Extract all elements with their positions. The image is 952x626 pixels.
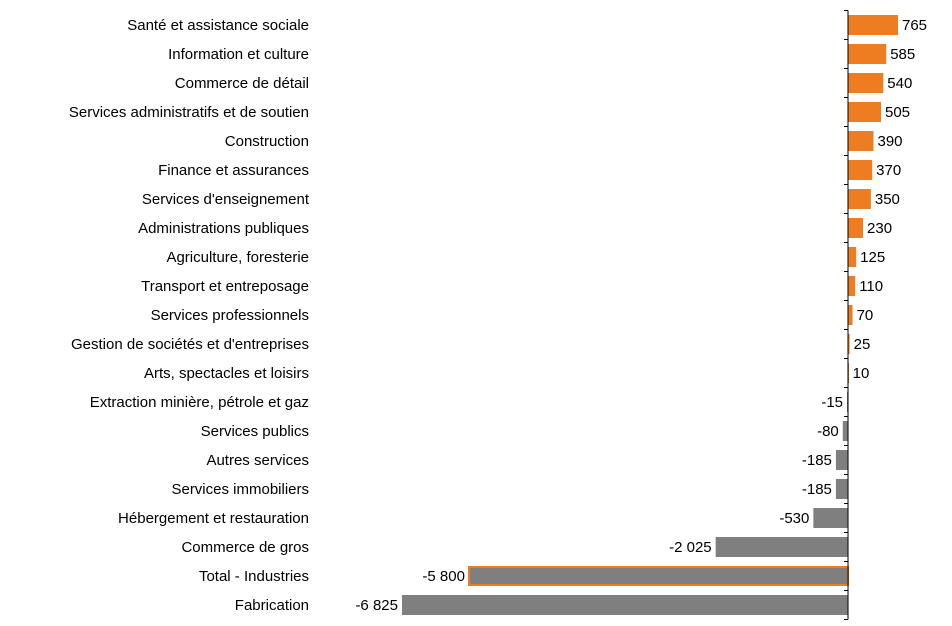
category-label: Autres services [206, 452, 309, 469]
value-label: 765 [902, 17, 927, 34]
bar [848, 334, 850, 354]
value-label: 505 [885, 104, 910, 121]
bar [813, 508, 848, 528]
bar [401, 595, 848, 615]
category-label: Construction [225, 133, 309, 150]
value-label: -80 [817, 423, 839, 440]
value-label: 125 [860, 249, 885, 266]
category-label: Services publics [201, 423, 309, 440]
axis-group [844, 10, 849, 620]
bar [848, 73, 884, 93]
bar [848, 276, 856, 296]
category-label: Fabrication [235, 597, 309, 614]
value-label: 390 [877, 133, 902, 150]
value-label: -6 825 [355, 597, 398, 614]
bar [467, 566, 849, 586]
category-label: Transport et entreposage [141, 278, 309, 295]
value-label: -2 025 [669, 539, 712, 556]
bar [848, 102, 882, 122]
bar [848, 189, 871, 209]
bar [848, 131, 874, 151]
value-label: 540 [887, 75, 912, 92]
value-label: -5 800 [422, 568, 465, 585]
category-label: Total - Industries [199, 568, 309, 585]
category-label: Arts, spectacles et loisirs [144, 365, 309, 382]
category-label: Finance et assurances [158, 162, 309, 179]
bar [848, 160, 873, 180]
bar [848, 218, 864, 238]
value-label: 585 [890, 46, 915, 63]
category-label: Agriculture, foresterie [166, 249, 309, 266]
bar [715, 537, 848, 557]
bar [835, 479, 848, 499]
value-label: 370 [876, 162, 901, 179]
category-label: Commerce de détail [175, 75, 309, 92]
value-label: 25 [854, 336, 871, 353]
category-label: Santé et assistance sociale [127, 17, 309, 34]
category-label: Hébergement et restauration [118, 510, 309, 527]
category-label: Services d'enseignement [142, 191, 310, 208]
category-label: Services immobiliers [171, 481, 309, 498]
value-labels-group: 765 585 540 505 390 370 350 230 125 110 70 25 10 -15 -… [355, 17, 927, 614]
category-label: Services administratifs et de soutien [69, 104, 309, 121]
category-label: Information et culture [168, 46, 309, 63]
value-label: 70 [857, 307, 874, 324]
bar [848, 305, 853, 325]
category-label: Extraction minière, pétrole et gaz [90, 394, 309, 411]
bar [848, 15, 898, 35]
bar [848, 247, 857, 267]
category-label: Gestion de sociétés et d'entreprises [71, 336, 309, 353]
bars-group [401, 15, 898, 615]
value-label: 10 [853, 365, 870, 382]
value-label: -530 [779, 510, 809, 527]
value-label: -185 [802, 452, 832, 469]
bar [842, 421, 848, 441]
value-label: 230 [867, 220, 892, 237]
value-label: -185 [802, 481, 832, 498]
category-labels-group: Santé et assistance sociale Information e… [69, 17, 310, 614]
category-label: Administrations publiques [138, 220, 309, 237]
category-label: Commerce de gros [181, 539, 309, 556]
bar [848, 44, 887, 64]
value-label: -15 [821, 394, 843, 411]
value-label: 110 [859, 278, 883, 295]
bar [835, 450, 848, 470]
value-label: 350 [875, 191, 900, 208]
category-label: Services professionnels [151, 307, 309, 324]
